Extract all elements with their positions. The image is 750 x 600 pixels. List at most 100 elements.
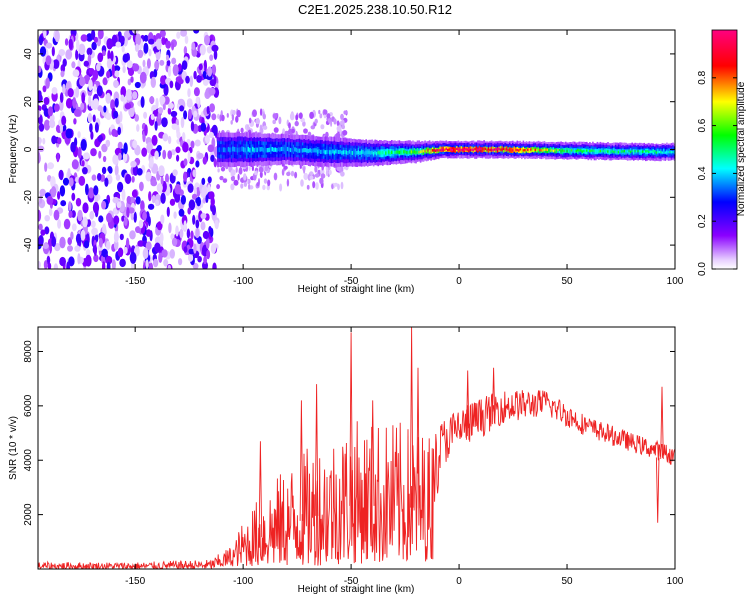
band-cell	[374, 150, 376, 155]
noise-cell	[259, 171, 263, 179]
band-cell	[481, 147, 484, 150]
noise-cell	[59, 100, 64, 111]
noise-cell	[38, 261, 41, 269]
noise-cell	[77, 253, 81, 265]
noise-cell	[119, 233, 124, 241]
noise-cell	[171, 123, 178, 130]
noise-cell	[86, 47, 93, 56]
noise-cell	[81, 92, 86, 104]
noise-cell	[207, 184, 211, 194]
noise-cell	[203, 256, 208, 265]
band-cell	[255, 147, 257, 153]
noise-cell	[309, 175, 314, 180]
band-cell	[564, 150, 567, 153]
band-cell	[371, 150, 373, 155]
noise-cell	[38, 35, 44, 46]
noise-cell	[256, 182, 260, 187]
noise-cell	[196, 196, 202, 207]
noise-cell	[111, 128, 117, 137]
noise-cell	[77, 131, 81, 139]
snr-y-label: SNR (10 * v/v)	[8, 416, 19, 480]
spectrogram-x-ticks: -150 -100 -50 0 50 100	[125, 30, 684, 287]
noise-cell	[59, 256, 66, 267]
band-cell	[640, 150, 643, 154]
band-cell	[642, 150, 644, 153]
y-tick-label: -20	[23, 190, 34, 205]
noise-cell	[117, 141, 123, 150]
noise-cell	[164, 96, 170, 105]
noise-cell	[179, 228, 184, 239]
band-cell	[625, 150, 627, 153]
noise-cell	[230, 169, 236, 177]
noise-cell	[161, 36, 166, 46]
noise-cell	[115, 174, 121, 181]
noise-cell	[209, 54, 214, 61]
noise-cell	[187, 183, 194, 193]
band-cell	[622, 150, 624, 153]
band-cell	[515, 148, 517, 151]
noise-cell	[204, 134, 210, 144]
band-cell	[648, 150, 650, 153]
band-cell	[297, 148, 299, 153]
noise-cell	[129, 230, 136, 240]
noise-cell	[341, 124, 346, 130]
noise-cell	[53, 263, 59, 269]
band-cell	[518, 149, 520, 152]
noise-cell	[102, 223, 107, 236]
noise-cell	[222, 178, 228, 183]
noise-cell	[309, 111, 314, 119]
noise-cell	[101, 166, 107, 175]
noise-cell	[207, 176, 212, 184]
noise-cell	[154, 242, 161, 253]
noise-cell	[145, 171, 152, 182]
band-cell	[589, 150, 591, 153]
band-cell	[317, 149, 319, 154]
noise-cell	[110, 99, 116, 111]
noise-cell	[204, 34, 210, 46]
noise-cell	[127, 78, 132, 86]
noise-cell	[139, 181, 144, 192]
band-cell	[519, 147, 522, 154]
noise-cell	[211, 113, 217, 121]
x-tick-label: 100	[667, 276, 684, 287]
noise-cell	[174, 191, 181, 203]
noise-cell	[130, 160, 137, 168]
band-cell	[410, 150, 413, 154]
noise-cell	[58, 49, 66, 56]
noise-cell	[183, 46, 188, 56]
noise-cell	[46, 255, 51, 265]
noise-cell	[47, 106, 54, 117]
band-cell	[344, 150, 346, 154]
noise-cell	[98, 237, 103, 248]
band-cell	[468, 147, 470, 151]
snr-panel: -150 -100 -50 0 50 100 2000 4000 6000 8000 Heigh…	[8, 326, 684, 595]
noise-cell	[82, 202, 89, 214]
noise-cell	[156, 183, 163, 193]
noise-cell	[210, 243, 217, 254]
noise-cell	[169, 249, 175, 259]
noise-cell	[166, 206, 170, 217]
noise-cell	[125, 173, 132, 185]
noise-cell	[72, 69, 80, 78]
noise-cell	[209, 103, 216, 113]
noise-cell	[177, 98, 185, 106]
band-cell	[315, 148, 318, 153]
noise-cell	[167, 107, 172, 115]
noise-cell	[179, 105, 185, 112]
band-cell	[531, 149, 534, 152]
band-cell	[258, 146, 260, 152]
noise-cell	[155, 97, 159, 110]
noise-cell	[159, 59, 165, 66]
band-cell	[280, 146, 283, 152]
noise-cell	[82, 167, 88, 175]
band-cell	[282, 146, 284, 151]
noise-cell	[262, 113, 266, 120]
spectrogram-y-ticks: -40 -20 0 20 40	[23, 48, 675, 252]
noise-cell	[90, 220, 96, 228]
band-cell	[496, 147, 499, 151]
noise-cell	[255, 118, 260, 125]
snr-spike	[409, 327, 414, 508]
band-cell	[495, 148, 497, 151]
noise-cell	[45, 42, 53, 49]
band-cell	[669, 150, 671, 154]
